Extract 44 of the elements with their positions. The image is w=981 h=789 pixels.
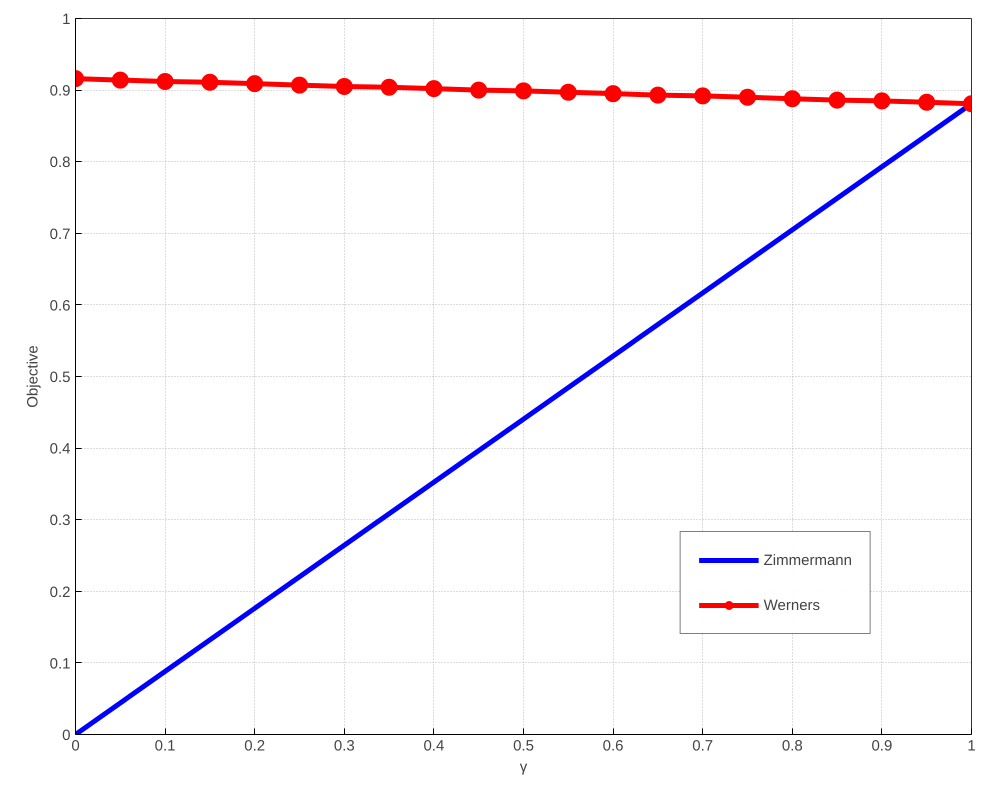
point [291, 76, 308, 94]
y-tick-label: 0.5 [50, 369, 71, 386]
point [380, 78, 398, 96]
point [873, 92, 890, 110]
point [425, 80, 442, 98]
point [918, 94, 936, 111]
point [784, 90, 801, 108]
y-tick-label: 0.3 [50, 512, 71, 530]
x-tick-label: 0.5 [513, 738, 534, 754]
y-tick-label: 0.2 [50, 584, 71, 601]
x-tick-label: 0.6 [602, 738, 624, 754]
x-tick-label: 1 [967, 738, 976, 754]
y-tick-label: 0.8 [50, 154, 71, 172]
y-tick-label: 0.7 [50, 226, 71, 243]
point [604, 85, 622, 102]
point [739, 88, 756, 106]
legend-label: Werners [764, 596, 820, 614]
point [649, 86, 666, 104]
x-tick-label: 0.4 [423, 738, 444, 754]
point [112, 72, 129, 89]
y-tick-label: 0.4 [50, 440, 71, 458]
legend-label: Zimmermann [764, 552, 852, 568]
point [515, 82, 532, 100]
y-tick-label: 0.9 [50, 82, 71, 100]
x-tick-label: 0.8 [782, 738, 803, 754]
point [201, 74, 218, 91]
x-tick-label: 0.1 [154, 738, 176, 754]
point [336, 78, 353, 96]
point [156, 73, 174, 90]
point [246, 75, 264, 92]
point [560, 84, 577, 101]
y-axis-title: Objective [24, 345, 42, 408]
y-tick-label: 0.1 [50, 655, 71, 672]
x-tick-label: 0.3 [334, 738, 355, 754]
y-tick-label: 1 [62, 11, 70, 28]
x-tick-label: 0.7 [692, 738, 714, 754]
x-tick-label: 0.9 [871, 738, 892, 754]
point [828, 92, 846, 109]
y-tick-label: 0 [62, 727, 70, 744]
x-tick-label: 0.2 [244, 738, 266, 754]
x-axis-title: γ [520, 758, 528, 776]
point [694, 87, 712, 104]
point [470, 82, 488, 99]
y-tick-label: 0.6 [50, 297, 71, 314]
